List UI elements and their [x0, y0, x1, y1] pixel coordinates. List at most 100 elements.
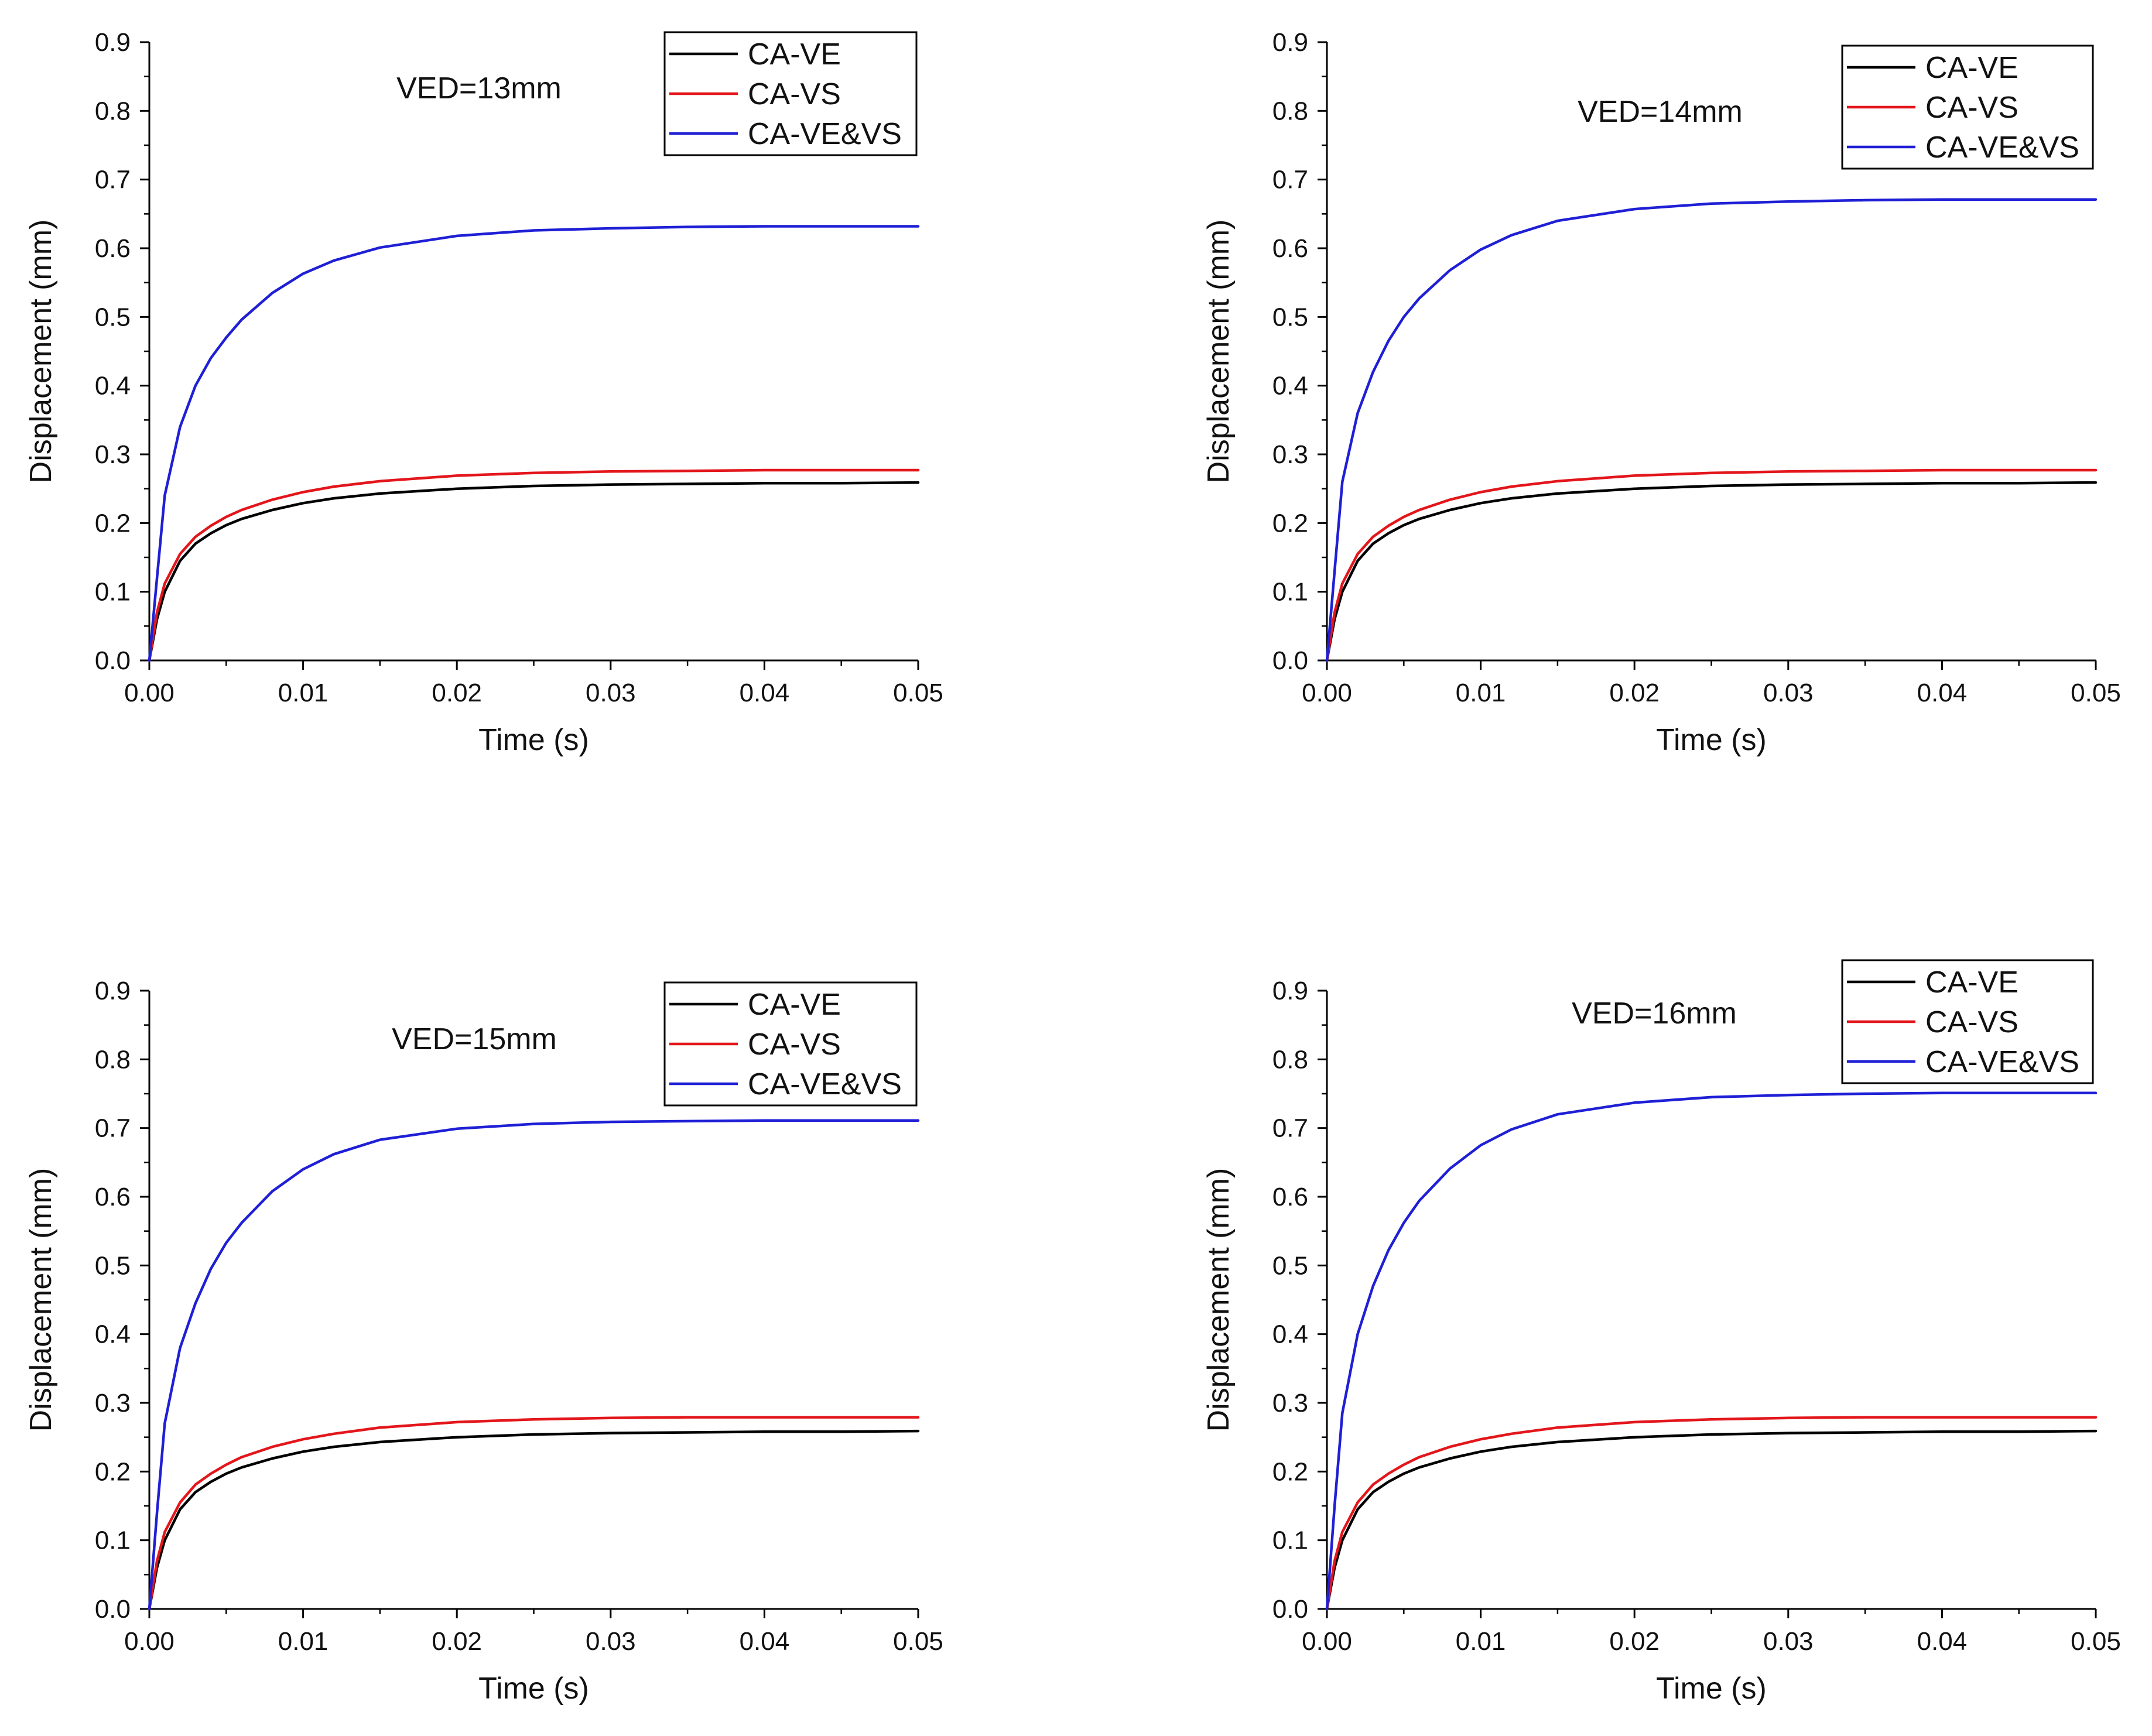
y-tick-label: 0.2	[1272, 1457, 1308, 1486]
y-tick-label: 0.9	[1272, 28, 1308, 57]
series-line-ca-vs	[1325, 468, 2098, 662]
legend-label: CA-VE&VS	[1925, 131, 2079, 165]
series-line-ca-ve-vs	[148, 225, 920, 662]
subplot-1: 0.00 0.01 0.02 0.03 0.04 0.05 0.0 0.1 0.2 0.3 0.4 0…	[24, 28, 943, 757]
y-tick-label: 0.6	[1272, 234, 1308, 263]
x-tick-label: 0.02	[432, 1627, 482, 1656]
y-tick-label: 0.9	[95, 28, 131, 57]
y-tick-label: 0.8	[95, 1045, 131, 1074]
y-tick-label: 0.0	[1272, 646, 1308, 675]
y-tick-label: 0.4	[95, 372, 131, 400]
subplot-2: 0.00 0.01 0.02 0.03 0.04 0.05 0.0 0.1 0.2 0.3 0.4 0…	[1202, 28, 2121, 757]
y-tick-label: 0.7	[1272, 166, 1308, 194]
legend: CA-VE CA-VS CA-VE&VS	[1841, 44, 2094, 170]
y-tick-label: 0.4	[95, 1320, 131, 1349]
y-tick-label: 0.1	[1272, 578, 1308, 607]
x-axis-title: Time (s)	[1656, 1672, 1767, 1706]
y-tick-label: 0.9	[95, 977, 131, 1005]
legend-label: CA-VE	[1925, 965, 2018, 999]
y-tick-label: 0.5	[1272, 303, 1308, 331]
legend-label: CA-VS	[1925, 91, 2018, 125]
x-tick-label: 0.01	[1456, 679, 1506, 707]
legend: CA-VE CA-VS CA-VE&VS	[663, 981, 918, 1107]
x-tick-label: 0.05	[2071, 1627, 2121, 1656]
y-tick-label: 0.7	[95, 1114, 131, 1143]
series-line-ca-ve-vs	[1325, 1091, 2098, 1611]
legend-label: CA-VE&VS	[748, 117, 902, 151]
y-tick-label: 0.6	[95, 1183, 131, 1211]
annotation-label: VED=14mm	[1578, 95, 1743, 129]
x-tick-label: 0.05	[893, 679, 943, 707]
x-tick-label: 0.04	[740, 679, 790, 707]
x-tick-label: 0.03	[586, 1627, 636, 1656]
x-tick-label: 0.05	[2071, 679, 2121, 707]
series-line-ca-vs	[148, 468, 920, 662]
legend-label: CA-VS	[748, 1028, 841, 1062]
y-tick-label: 0.9	[1272, 977, 1308, 1005]
x-tick-label: 0.03	[1763, 679, 1814, 707]
series-line-ca-ve	[1325, 481, 2098, 662]
y-tick-label: 0.5	[1272, 1251, 1308, 1280]
x-tick-label: 0.00	[1302, 1627, 1352, 1656]
annotation-label: VED=16mm	[1572, 997, 1737, 1030]
y-tick-label: 0.4	[1272, 1320, 1308, 1349]
y-tick-label: 0.6	[1272, 1183, 1308, 1211]
y-axis-title: Displacement (mm)	[24, 220, 58, 484]
y-tick-label: 0.1	[95, 1526, 131, 1555]
y-tick-label: 0.0	[95, 646, 131, 675]
y-tick-label: 0.5	[95, 1251, 131, 1280]
x-tick-label: 0.04	[1917, 1627, 1968, 1656]
legend-label: CA-VE	[1925, 51, 2018, 85]
y-tick-label: 0.1	[95, 578, 131, 607]
series-line-ca-ve	[148, 1429, 920, 1611]
subplot-4: 0.00 0.01 0.02 0.03 0.04 0.05 0.0 0.1 0.2 0.3 0.4 0…	[1202, 959, 2121, 1706]
subplot-3: 0.00 0.01 0.02 0.03 0.04 0.05 0.0 0.1 0.2 0.3 0.4 0…	[24, 977, 943, 1706]
y-tick-label: 0.3	[95, 1389, 131, 1417]
y-tick-label: 0.5	[95, 303, 131, 331]
x-tick-label: 0.02	[432, 679, 482, 707]
y-tick-label: 0.4	[1272, 372, 1308, 400]
series-line-ca-vs	[1325, 1416, 2098, 1611]
y-tick-label: 0.7	[95, 166, 131, 194]
x-axis-title: Time (s)	[478, 723, 589, 757]
x-tick-label: 0.03	[586, 679, 636, 707]
annotation-label: VED=15mm	[392, 1022, 557, 1056]
y-tick-label: 0.8	[1272, 97, 1308, 125]
x-tick-label: 0.03	[1763, 1627, 1814, 1656]
y-tick-label: 0.1	[1272, 1526, 1308, 1555]
y-tick-label: 0.2	[1272, 509, 1308, 537]
series-line-ca-vs	[148, 1416, 920, 1611]
x-tick-label: 0.02	[1609, 679, 1660, 707]
series-line-ca-ve-vs	[148, 1119, 920, 1611]
legend: CA-VE CA-VS CA-VE&VS	[1841, 959, 2094, 1084]
legend: CA-VE CA-VS CA-VE&VS	[663, 31, 918, 156]
y-tick-label: 0.6	[95, 234, 131, 263]
y-axis-title: Displacement (mm)	[1202, 1168, 1236, 1432]
legend-label: CA-VE	[748, 988, 841, 1022]
y-tick-label: 0.3	[1272, 440, 1308, 469]
y-tick-label: 0.2	[95, 1457, 131, 1486]
legend-label: CA-VS	[748, 77, 841, 111]
legend-label: CA-VE&VS	[1925, 1045, 2079, 1079]
legend-label: CA-VS	[1925, 1005, 2018, 1039]
series-line-ca-ve-vs	[1325, 198, 2098, 662]
series-line-ca-ve	[1325, 1429, 2098, 1611]
x-axis-title: Time (s)	[1656, 723, 1767, 757]
x-tick-label: 0.00	[1302, 679, 1352, 707]
y-tick-label: 0.8	[95, 97, 131, 125]
y-tick-label: 0.2	[95, 509, 131, 537]
y-tick-label: 0.8	[1272, 1045, 1308, 1074]
x-tick-label: 0.01	[278, 679, 329, 707]
y-tick-label: 0.3	[95, 440, 131, 469]
y-tick-label: 0.0	[1272, 1595, 1308, 1624]
x-tick-label: 0.02	[1609, 1627, 1660, 1656]
series-line-ca-ve	[148, 481, 920, 662]
y-axis-title: Displacement (mm)	[24, 1168, 58, 1432]
x-tick-label: 0.00	[124, 1627, 175, 1656]
x-tick-label: 0.04	[740, 1627, 790, 1656]
x-axis-title: Time (s)	[478, 1672, 589, 1706]
y-axis-title: Displacement (mm)	[1202, 220, 1236, 484]
legend-label: CA-VE	[748, 37, 841, 71]
